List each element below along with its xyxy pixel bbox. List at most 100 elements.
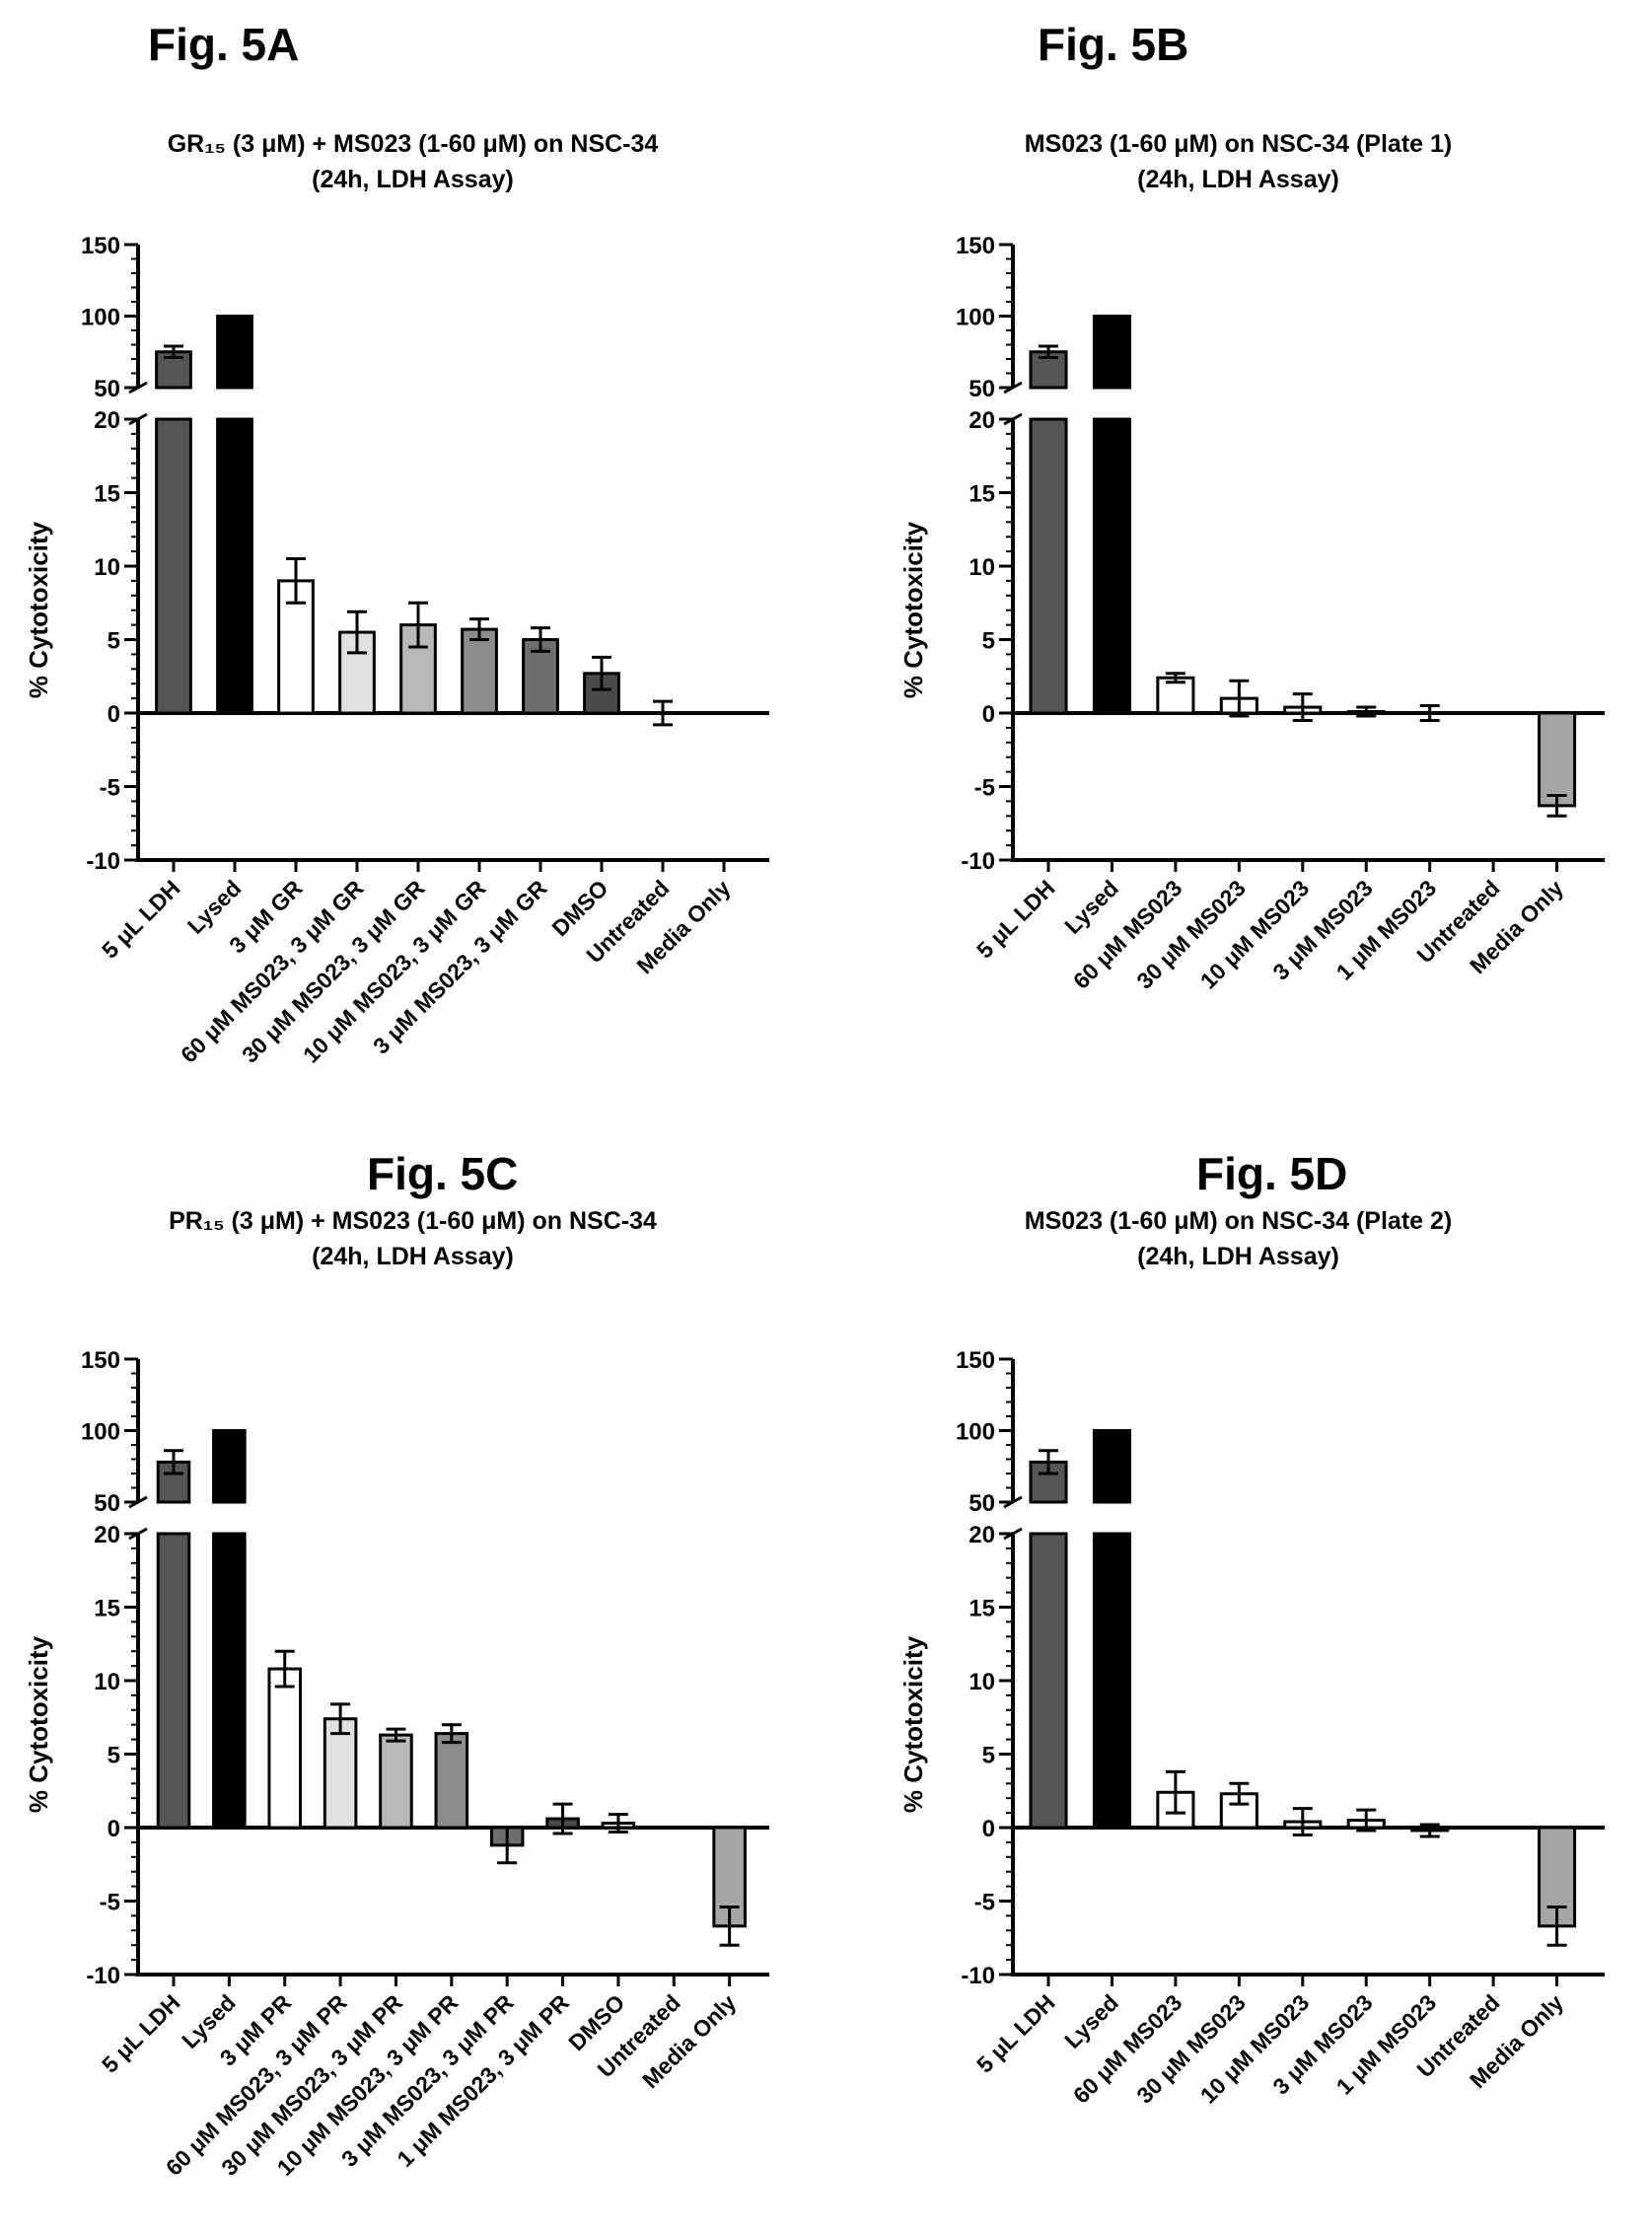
bar-group: [1283, 1807, 1323, 1836]
y-tick-label: 0: [108, 1816, 120, 1842]
bar-group: [1156, 1769, 1195, 1830]
bar-group: [1538, 1826, 1577, 1947]
bar-lower-segment: [1092, 1532, 1131, 1830]
bar-lower-segment: [1092, 417, 1131, 715]
bar-group: [212, 1429, 247, 1830]
x-tick-label: 10 μM MS023: [1195, 875, 1315, 994]
bar-group: [601, 1813, 636, 1834]
y-tick-label: 50: [969, 376, 995, 402]
bar-group: [461, 617, 498, 715]
x-tick-label: 5 μL LDH: [97, 1989, 184, 2077]
bar-group: [489, 1826, 525, 1865]
bar: [267, 1667, 303, 1830]
bar-group: [155, 344, 192, 715]
y-tick-label: -10: [961, 1963, 995, 1989]
bar: [379, 1733, 413, 1830]
panel-label: Fig. 5B: [1038, 19, 1189, 70]
y-tick-label: 15: [969, 1596, 995, 1622]
bar-group: [434, 1723, 469, 1830]
bar-group: [379, 1727, 413, 1830]
chart-title: MS023 (1-60 μM) on NSC-34 (Plate 2) (24h…: [826, 1203, 1651, 1274]
bar-group: [1283, 692, 1323, 722]
y-tick-label: 5: [108, 1743, 120, 1769]
x-tick-label: 30 μM MS023: [1131, 1989, 1251, 2109]
bar-group: [216, 315, 253, 715]
bar-group: [1346, 705, 1386, 718]
x-tick-label: 10 μM MS023: [1195, 1989, 1315, 2109]
y-axis-label: % Cytotoxicity: [24, 521, 53, 698]
chart-title-line-2: (24h, LDH Assay): [1137, 1243, 1339, 1270]
y-tick-label: 15: [94, 1596, 120, 1622]
y-tick-label: 10: [969, 1669, 995, 1695]
y-tick-label: 20: [969, 1522, 995, 1548]
chart-title-line-1: MS023 (1-60 μM) on NSC-34 (Plate 2): [1024, 1207, 1453, 1235]
bar-group: [1156, 672, 1195, 715]
x-tick-label: 5 μL LDH: [97, 875, 184, 963]
bar-group: [323, 1702, 358, 1830]
y-tick-label: 0: [982, 1816, 995, 1842]
bar-group: [338, 610, 376, 715]
chart-title: MS023 (1-60 μM) on NSC-34 (Plate 1) (24h…: [826, 126, 1651, 197]
x-tick-label: 60 μM MS023: [1068, 1989, 1187, 2109]
bar-group: [653, 699, 673, 727]
y-tick-label: 50: [969, 1490, 995, 1517]
y-tick-label: 15: [969, 481, 995, 508]
y-tick-label: 5: [982, 1743, 995, 1769]
bar-upper-segment: [212, 1429, 247, 1504]
chart-title: GR₁₅ (3 μM) + MS023 (1-60 μM) on NSC-34 …: [0, 126, 826, 197]
bar-group: [1092, 1429, 1131, 1830]
y-tick-label: -5: [100, 775, 120, 802]
bar-upper-segment: [1092, 315, 1131, 390]
bar-upper-segment: [216, 315, 253, 390]
y-tick-label: -5: [974, 775, 995, 802]
bar-group: [1219, 679, 1258, 718]
bar: [434, 1732, 469, 1830]
y-axis-label: % Cytotoxicity: [898, 521, 928, 698]
y-tick-label: 20: [94, 407, 120, 434]
bar-group: [1029, 1449, 1068, 1830]
panel-fig-5c: Fig. 5C PR₁₅ (3 μM) + MS023 (1-60 μM) on…: [0, 1114, 826, 2229]
panel-label: Fig. 5C: [367, 1148, 519, 1199]
x-tick-label: 60 μM MS023: [1068, 875, 1187, 994]
bar-lower-segment: [155, 417, 192, 715]
y-tick-label: -5: [974, 1890, 995, 1916]
chart-title-line-2: (24h, LDH Assay): [312, 1243, 514, 1270]
y-axis-label: % Cytotoxicity: [24, 1635, 53, 1813]
y-tick-label: 5: [108, 628, 120, 655]
x-tick-label: 30 μM MS023: [1131, 875, 1251, 994]
bar-group: [1410, 1823, 1450, 1838]
bar-lower-segment: [212, 1532, 247, 1830]
bar-group: [267, 1649, 303, 1830]
y-tick-label: 50: [94, 1490, 120, 1517]
y-tick-label: 10: [969, 554, 995, 581]
y-tick-label: 100: [956, 305, 995, 331]
bar-group: [1538, 711, 1577, 818]
y-tick-label: 100: [956, 1419, 995, 1446]
y-tick-label: 5: [982, 628, 995, 655]
y-tick-label: -10: [86, 1963, 120, 1989]
bar-group: [522, 626, 559, 715]
bar-group: [583, 655, 620, 715]
bar-group: [545, 1802, 580, 1835]
y-tick-label: -10: [961, 848, 995, 875]
y-tick-label: 150: [81, 233, 120, 259]
bar-group: [712, 1826, 747, 1947]
y-axis-label: % Cytotoxicity: [898, 1635, 928, 1813]
panel-fig-5b: Fig. 5B MS023 (1-60 μM) on NSC-34 (Plate…: [826, 0, 1651, 1114]
chart-title-line-1: GR₁₅ (3 μM) + MS023 (1-60 μM) on NSC-34: [167, 130, 659, 158]
panel-label: Fig. 5A: [148, 19, 300, 70]
chart-title-line-2: (24h, LDH Assay): [312, 166, 514, 193]
y-tick-label: 150: [81, 1347, 120, 1374]
chart-title-line-2: (24h, LDH Assay): [1137, 166, 1339, 193]
bar-lower-segment: [1029, 1532, 1068, 1830]
bar-group: [399, 601, 437, 715]
bar: [323, 1717, 358, 1830]
panel-fig-5d: Fig. 5D MS023 (1-60 μM) on NSC-34 (Plate…: [826, 1114, 1651, 2229]
y-tick-label: 20: [969, 407, 995, 434]
y-tick-label: 150: [956, 1347, 995, 1374]
bar-group: [156, 1449, 191, 1830]
